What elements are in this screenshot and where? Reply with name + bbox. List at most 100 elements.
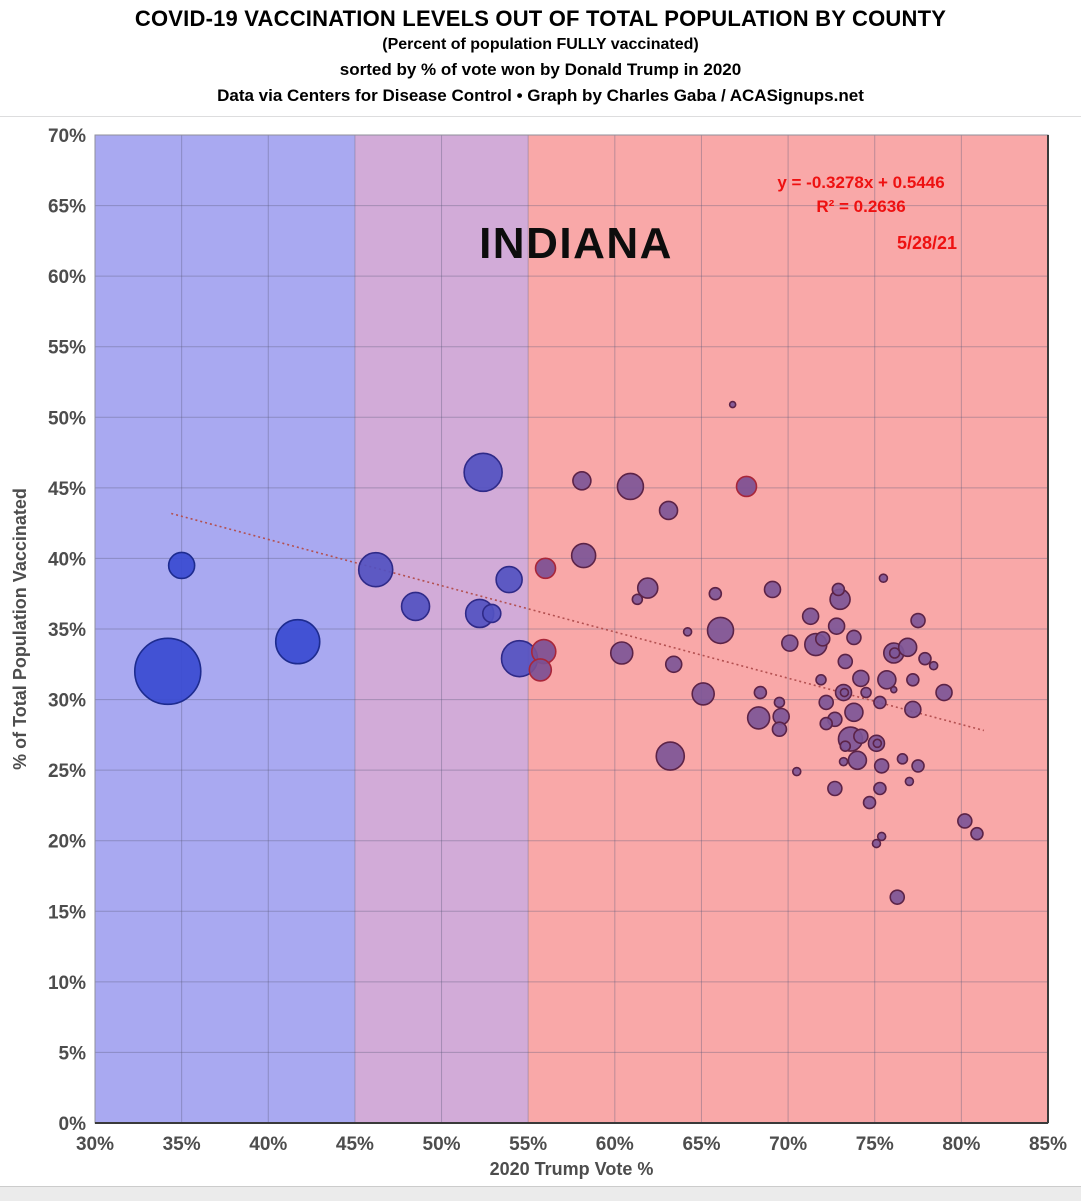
- county-bubble: [728, 400, 737, 409]
- county-bubble: [495, 565, 523, 594]
- county-bubble: [837, 653, 854, 670]
- county-bubble: [801, 607, 820, 626]
- county-bubble: [906, 673, 920, 687]
- header-divider: [0, 116, 1081, 117]
- x-tick-label: 65%: [682, 1134, 720, 1155]
- county-bubble: [682, 627, 693, 637]
- county-bubble: [763, 580, 782, 599]
- date-label: 5/28/21: [897, 233, 957, 253]
- x-tick-label: 35%: [163, 1134, 201, 1155]
- x-tick-label: 85%: [1029, 1134, 1067, 1155]
- y-tick-label: 25%: [48, 761, 86, 782]
- x-tick-label: 55%: [509, 1134, 547, 1155]
- county-bubble: [904, 776, 915, 787]
- county-bubble: [844, 702, 864, 723]
- county-bubble: [935, 683, 953, 702]
- county-bubble: [570, 542, 597, 569]
- county-bubble: [871, 838, 882, 849]
- county-bubble: [631, 593, 644, 606]
- chart-title: COVID-19 VACCINATION LEVELS OUT OF TOTAL…: [134, 6, 947, 31]
- county-bubble: [904, 700, 922, 719]
- county-bubble: [897, 637, 918, 658]
- x-tick-label: 75%: [856, 1134, 894, 1155]
- x-tick-label: 80%: [942, 1134, 980, 1155]
- y-tick-label: 35%: [48, 620, 86, 641]
- y-tick-label: 55%: [48, 338, 86, 359]
- bottom-edge-strip: [0, 1186, 1081, 1201]
- county-bubble: [463, 452, 503, 493]
- x-tick-label: 40%: [249, 1134, 287, 1155]
- county-bubble: [846, 629, 862, 646]
- county-bubble: [831, 582, 846, 597]
- county-bubble: [918, 651, 932, 666]
- band-purple-zone: [354, 135, 529, 1123]
- county-bubble: [957, 813, 973, 829]
- y-tick-label: 20%: [48, 832, 86, 853]
- county-bubble: [691, 682, 715, 706]
- county-bubble: [873, 695, 887, 710]
- county-bubble: [773, 696, 786, 709]
- county-bubble: [791, 766, 802, 777]
- x-tick-label: 70%: [769, 1134, 807, 1155]
- county-bubble: [888, 647, 901, 659]
- band-red-zone: [528, 135, 1048, 1123]
- y-tick-label: 45%: [48, 479, 86, 500]
- county-bubble: [781, 634, 799, 652]
- county-bubble: [572, 470, 592, 491]
- county-bubble: [839, 740, 852, 752]
- county-bubble: [889, 685, 898, 694]
- county-bubble: [167, 551, 196, 580]
- x-tick-label: 30%: [76, 1134, 114, 1155]
- county-bubble: [814, 631, 831, 647]
- county-bubble: [970, 826, 984, 841]
- state-name-label: INDIANA: [479, 219, 673, 268]
- trendline-equation-label: y = -0.3278x + 0.5446: [777, 173, 944, 192]
- x-tick-label: 50%: [423, 1134, 461, 1155]
- y-tick-label: 15%: [48, 902, 86, 923]
- county-bubble: [853, 728, 869, 745]
- county-bubble: [839, 687, 850, 698]
- county-bubble: [878, 573, 889, 583]
- county-bubble: [636, 577, 659, 599]
- county-bubble: [819, 716, 834, 731]
- county-bubble: [534, 557, 557, 580]
- y-tick-label: 70%: [48, 126, 86, 147]
- y-tick-label: 40%: [48, 549, 86, 570]
- county-bubble: [753, 685, 768, 700]
- county-bubble: [528, 658, 553, 682]
- y-tick-label: 10%: [48, 973, 86, 994]
- county-bubble: [896, 753, 909, 765]
- y-axis-title: % of Total Population Vaccinated: [10, 488, 30, 770]
- county-bubble: [735, 475, 758, 498]
- county-bubble: [852, 669, 870, 688]
- county-bubble: [818, 694, 835, 711]
- county-bubble: [876, 831, 887, 842]
- county-bubble: [746, 706, 771, 730]
- county-bubble: [481, 603, 502, 624]
- y-tick-label: 60%: [48, 267, 86, 288]
- county-bubble: [860, 686, 872, 699]
- county-bubble: [889, 889, 906, 905]
- county-bubble: [133, 637, 202, 706]
- county-bubble: [910, 612, 926, 629]
- county-bubble: [911, 759, 925, 773]
- county-bubble: [877, 670, 897, 690]
- county-bubble: [274, 618, 321, 665]
- county-bubble: [400, 591, 431, 622]
- y-tick-label: 5%: [59, 1043, 87, 1064]
- county-bubble: [706, 616, 735, 645]
- y-tick-label: 30%: [48, 691, 86, 712]
- x-tick-label: 60%: [596, 1134, 634, 1155]
- chart-subtitle-sorted-by: sorted by % of vote won by Donald Trump …: [339, 60, 742, 79]
- county-bubble: [873, 781, 887, 796]
- y-tick-label: 50%: [48, 408, 86, 429]
- county-bubble: [771, 721, 788, 738]
- x-axis-title: 2020 Trump Vote %: [490, 1159, 654, 1179]
- county-bubble: [658, 500, 679, 521]
- y-tick-label: 65%: [48, 197, 86, 218]
- county-bubble: [872, 738, 883, 749]
- county-bubble: [609, 641, 634, 665]
- county-bubble: [862, 795, 877, 810]
